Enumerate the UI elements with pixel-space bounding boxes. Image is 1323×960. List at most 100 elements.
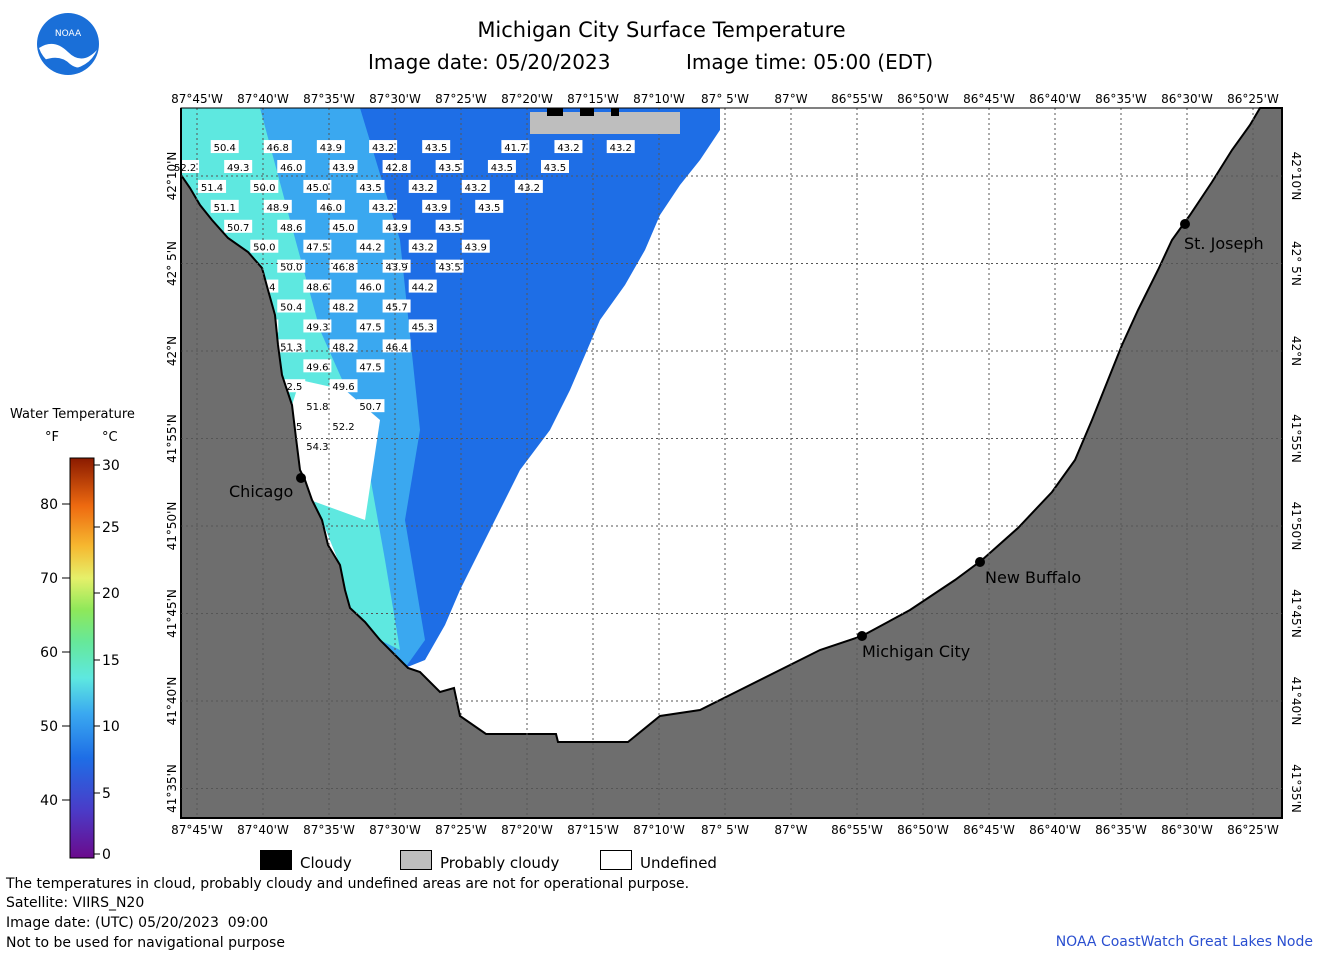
colorbar-f-tick: 80 — [40, 497, 58, 513]
temperature-label: 43.2 — [408, 179, 437, 194]
svg-text:47.5: 47.5 — [359, 322, 381, 333]
city-marker: New Buffalo — [975, 557, 1081, 587]
svg-text:49.3: 49.3 — [227, 163, 249, 174]
temperature-label: 46.4 — [382, 339, 411, 353]
lat-label-left: 41°45'N — [165, 589, 179, 638]
lon-label-top: 87°40'W — [237, 92, 289, 106]
temperature-label: 43.5 — [487, 159, 516, 174]
svg-text:50.0: 50.0 — [253, 183, 275, 194]
lon-label-top: 87° 5'W — [701, 92, 749, 106]
temperature-label: 50.0 — [250, 239, 279, 254]
svg-text:43.2: 43.2 — [412, 243, 434, 254]
lon-label-top: 87°45'W — [171, 92, 223, 106]
temperature-labels: 50.4 46.8 43.9 43.2 43.5 41.7 43.2 43.2 52.2 49.3… — [171, 140, 635, 453]
temperature-label: 46.8 — [329, 259, 358, 274]
disclaimer: The temperatures in cloud, probably clou… — [6, 876, 690, 892]
lon-label-top: 86°50'W — [897, 92, 949, 106]
legend-cloudy-label: Cloudy — [300, 854, 352, 872]
lon-label-bottom: 87°15'W — [567, 823, 619, 837]
temperature-label: 43.5 — [356, 179, 385, 194]
svg-text:43.9: 43.9 — [332, 163, 354, 174]
temperature-label: 43.9 — [461, 239, 490, 254]
image-time: Image time: 05:00 (EDT) — [686, 50, 934, 74]
lon-label-bottom: 87°10'W — [633, 823, 685, 837]
temperature-label: 44.2 — [408, 279, 437, 294]
temperature-label: 50.4 — [277, 299, 306, 314]
temperature-label: 51.8 — [303, 399, 332, 413]
colorbar-f-tick: 60 — [40, 645, 58, 661]
svg-text:45.3: 45.3 — [412, 322, 434, 333]
temperature-label: 52.2 — [329, 419, 358, 433]
svg-text:50.4: 50.4 — [280, 303, 302, 314]
lon-label-top: 86°35'W — [1095, 92, 1147, 106]
lon-label-top: 86°25'W — [1227, 92, 1279, 106]
svg-text:50.7: 50.7 — [227, 223, 249, 234]
colorbar-c-tick: 20 — [102, 586, 120, 602]
temperature-label: 48.6 — [277, 219, 306, 234]
temperature-label: 48.2 — [329, 339, 358, 353]
temperature-label: 47.5 — [356, 359, 385, 373]
svg-text:46.0: 46.0 — [320, 203, 342, 214]
svg-text:43.2: 43.2 — [518, 183, 540, 194]
temperature-label: 43.2 — [606, 140, 635, 154]
lat-label-right: 42° 5'N — [1289, 241, 1303, 286]
svg-text:51.3: 51.3 — [280, 342, 302, 353]
temperature-label: 51.1 — [210, 199, 239, 214]
navigation-note: Not to be used for navigational purpose — [6, 935, 285, 951]
temperature-label: 54.3 — [303, 439, 332, 453]
temperature-label: 49.3 — [224, 159, 253, 174]
utc-date: Image date: (UTC) 05/20/2023 09:00 — [6, 915, 269, 931]
temperature-label: 45.3 — [408, 319, 437, 333]
temperature-label: 43.2 — [514, 179, 543, 194]
svg-text:42.8: 42.8 — [385, 163, 407, 174]
noaa-logo: NOAA — [37, 13, 99, 75]
svg-text:54.3: 54.3 — [306, 442, 328, 453]
temperature-label: 52.2 — [171, 159, 200, 174]
lon-label-top: 87°20'W — [501, 92, 553, 106]
temperature-label: 50.7 — [224, 219, 253, 234]
temperature-label: 43.9 — [382, 219, 411, 234]
legend-probably-cloudy-swatch — [400, 850, 432, 870]
lon-label-bottom: 86°45'W — [963, 823, 1015, 837]
temperature-label: 50.7 — [356, 399, 385, 413]
svg-text:49.6: 49.6 — [306, 362, 328, 373]
svg-text:43.2: 43.2 — [610, 143, 632, 154]
svg-text:43.9: 43.9 — [465, 243, 487, 254]
svg-text:49.3: 49.3 — [306, 322, 328, 333]
svg-text:43.5: 43.5 — [425, 143, 447, 154]
svg-text:43.9: 43.9 — [425, 203, 447, 214]
temperature-label: 43.2 — [461, 179, 490, 194]
svg-text:50.0: 50.0 — [253, 243, 275, 254]
legend-undefined-swatch — [600, 850, 632, 870]
lat-label-right: 41°50'N — [1289, 502, 1303, 551]
svg-text:43.5: 43.5 — [544, 163, 566, 174]
lon-label-bottom: 87°W — [774, 823, 807, 837]
lat-label-left: 41°35'N — [165, 764, 179, 813]
city-marker: Chicago — [229, 473, 306, 501]
lon-label-top: 87°W — [774, 92, 807, 106]
city-label: Chicago — [229, 482, 293, 501]
svg-text:51.8: 51.8 — [306, 402, 328, 413]
city-marker: St. Joseph — [1180, 219, 1264, 253]
lon-label-bottom: 86°40'W — [1029, 823, 1081, 837]
temperature-label: 44.2 — [356, 239, 385, 254]
temperature-label: 45.0 — [329, 219, 358, 234]
city-label: Michigan City — [862, 642, 970, 661]
colorbar-c-tick: 0 — [102, 847, 111, 863]
lon-label-bottom: 86°35'W — [1095, 823, 1147, 837]
page-title: Michigan City Surface Temperature — [477, 18, 846, 42]
temperature-label: 43.5 — [475, 199, 504, 214]
lon-label-bottom: 87°25'W — [435, 823, 487, 837]
city-marker: Michigan City — [857, 631, 970, 661]
svg-text:50.0: 50.0 — [280, 263, 302, 274]
temperature-label: 43.9 — [382, 259, 411, 274]
lon-label-bottom: 87°40'W — [237, 823, 289, 837]
svg-text:48.2: 48.2 — [332, 342, 354, 353]
lon-label-top: 87°10'W — [633, 92, 685, 106]
svg-text:50.7: 50.7 — [359, 402, 381, 413]
svg-text:52.2: 52.2 — [174, 163, 196, 174]
lon-label-bottom: 86°30'W — [1161, 823, 1213, 837]
lon-label-top: 86°45'W — [963, 92, 1015, 106]
svg-text:48.9: 48.9 — [267, 203, 289, 214]
temperature-label: 43.5 — [435, 259, 464, 274]
